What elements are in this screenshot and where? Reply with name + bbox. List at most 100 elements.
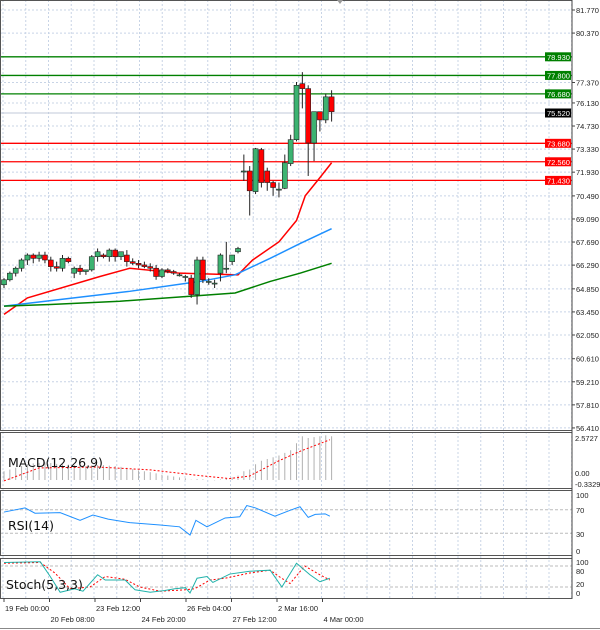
rsi-tick-label: 30	[576, 530, 584, 539]
y-tick-label: 64.850	[576, 285, 599, 294]
bearish-candle	[170, 271, 177, 274]
stoch-tick-label: 0	[576, 589, 580, 598]
bullish-candle	[18, 259, 25, 269]
x-tick-label: 26 Feb 04:00	[187, 604, 231, 613]
bearish-candle	[135, 262, 142, 266]
bullish-candle	[241, 170, 247, 173]
y-tick-label: 81.770	[576, 6, 599, 15]
moving-average-line	[3, 228, 332, 307]
current-price-label: 75.520	[547, 109, 570, 118]
bearish-candle	[65, 258, 72, 262]
bearish-candle	[112, 249, 118, 258]
scroll-marker-icon	[337, 0, 343, 4]
current-price-box	[545, 108, 571, 118]
macd-tick-label: 2.5727	[575, 434, 598, 443]
x-tick-label: 24 Feb 20:00	[142, 615, 186, 624]
bullish-candle	[252, 148, 259, 192]
bearish-candle	[129, 261, 136, 264]
level-label: 73.680	[547, 139, 570, 148]
y-tick-label: 56.410	[576, 424, 599, 433]
bearish-candle	[317, 111, 323, 121]
stoch-label: Stoch(5,3,3)	[6, 577, 83, 592]
x-tick-label: 23 Feb 12:00	[96, 604, 140, 613]
level-label-box	[545, 138, 571, 148]
bearish-candle	[299, 83, 306, 89]
bullish-candle	[281, 162, 288, 189]
y-tick-label: 59.210	[576, 378, 599, 387]
bullish-candle	[293, 85, 300, 140]
y-tick-label: 67.690	[576, 238, 599, 247]
bullish-candle	[36, 254, 42, 259]
bullish-candle	[276, 188, 282, 191]
bearish-candle	[141, 264, 148, 267]
bearish-candle	[124, 254, 130, 262]
bullish-candle	[94, 251, 101, 258]
bullish-candle	[118, 251, 124, 258]
panel-border	[0, 490, 573, 556]
bullish-candle	[83, 269, 89, 272]
bullish-candle	[322, 96, 329, 121]
y-tick-label: 71.930	[576, 168, 599, 177]
bearish-candle	[47, 259, 54, 267]
stoch-panel[interactable]	[0, 561, 572, 594]
level-label-box	[545, 175, 571, 185]
y-tick-label: 60.610	[576, 355, 599, 364]
bearish-candle	[100, 254, 107, 258]
bullish-candle	[217, 254, 224, 274]
moving-average-line	[3, 162, 333, 315]
y-tick-label: 73.330	[576, 145, 599, 154]
rsi-line	[3, 504, 331, 536]
y-tick-label: 70.490	[576, 192, 599, 201]
level-label-box	[545, 52, 571, 62]
bullish-candle	[311, 111, 317, 144]
bearish-candle	[165, 269, 171, 272]
rsi-panel[interactable]	[0, 504, 572, 536]
bearish-candle	[328, 96, 335, 112]
level-label-box	[545, 70, 571, 80]
bearish-candle	[270, 182, 276, 188]
level-label-box	[545, 89, 571, 99]
y-tick-label: 77.370	[576, 79, 599, 88]
rsi-label: RSI(14)	[8, 518, 54, 533]
bearish-candle	[264, 170, 271, 183]
x-tick-label: 20 Feb 08:00	[51, 615, 95, 624]
rsi-tick-label: 100	[576, 491, 589, 500]
bearish-candle	[246, 170, 253, 192]
level-label: 78.930	[547, 53, 570, 62]
bullish-candle	[7, 272, 13, 281]
x-tick-label: 4 Mar 00:00	[324, 615, 364, 624]
macd-panel[interactable]	[3, 435, 333, 482]
macd-tick-label: 0.00	[575, 469, 590, 478]
panel-border	[0, 0, 573, 431]
y-tick-label: 80.370	[576, 29, 599, 38]
bearish-candle	[53, 266, 60, 269]
bearish-candle	[147, 266, 154, 269]
bearish-candle	[77, 267, 83, 272]
price-panel[interactable]	[0, 56, 572, 315]
bullish-candle	[24, 254, 31, 261]
y-tick-label: 76.130	[576, 99, 599, 108]
rsi-tick-label: 70	[576, 506, 584, 515]
grid	[0, 0, 573, 598]
y-tick-label: 57.810	[576, 401, 599, 410]
rsi-tick-label: 0	[576, 547, 580, 556]
y-tick-label: 66.290	[576, 261, 599, 270]
bullish-candle	[223, 267, 230, 270]
bullish-candle	[176, 274, 183, 277]
level-label: 77.800	[547, 71, 570, 80]
bearish-candle	[30, 254, 37, 259]
level-label: 72.560	[547, 158, 570, 167]
bullish-candle	[211, 282, 218, 285]
bearish-candle	[200, 259, 206, 281]
level-label: 76.680	[547, 90, 570, 99]
bearish-candle	[153, 267, 159, 277]
bullish-candle	[12, 267, 19, 274]
stoch-tick-label: 100	[576, 558, 589, 567]
bullish-candle	[71, 267, 77, 274]
x-tick-label: 27 Feb 12:00	[233, 615, 277, 624]
bearish-candle	[258, 149, 265, 183]
bullish-candle	[1, 279, 7, 286]
y-tick-label: 62.050	[576, 331, 599, 340]
